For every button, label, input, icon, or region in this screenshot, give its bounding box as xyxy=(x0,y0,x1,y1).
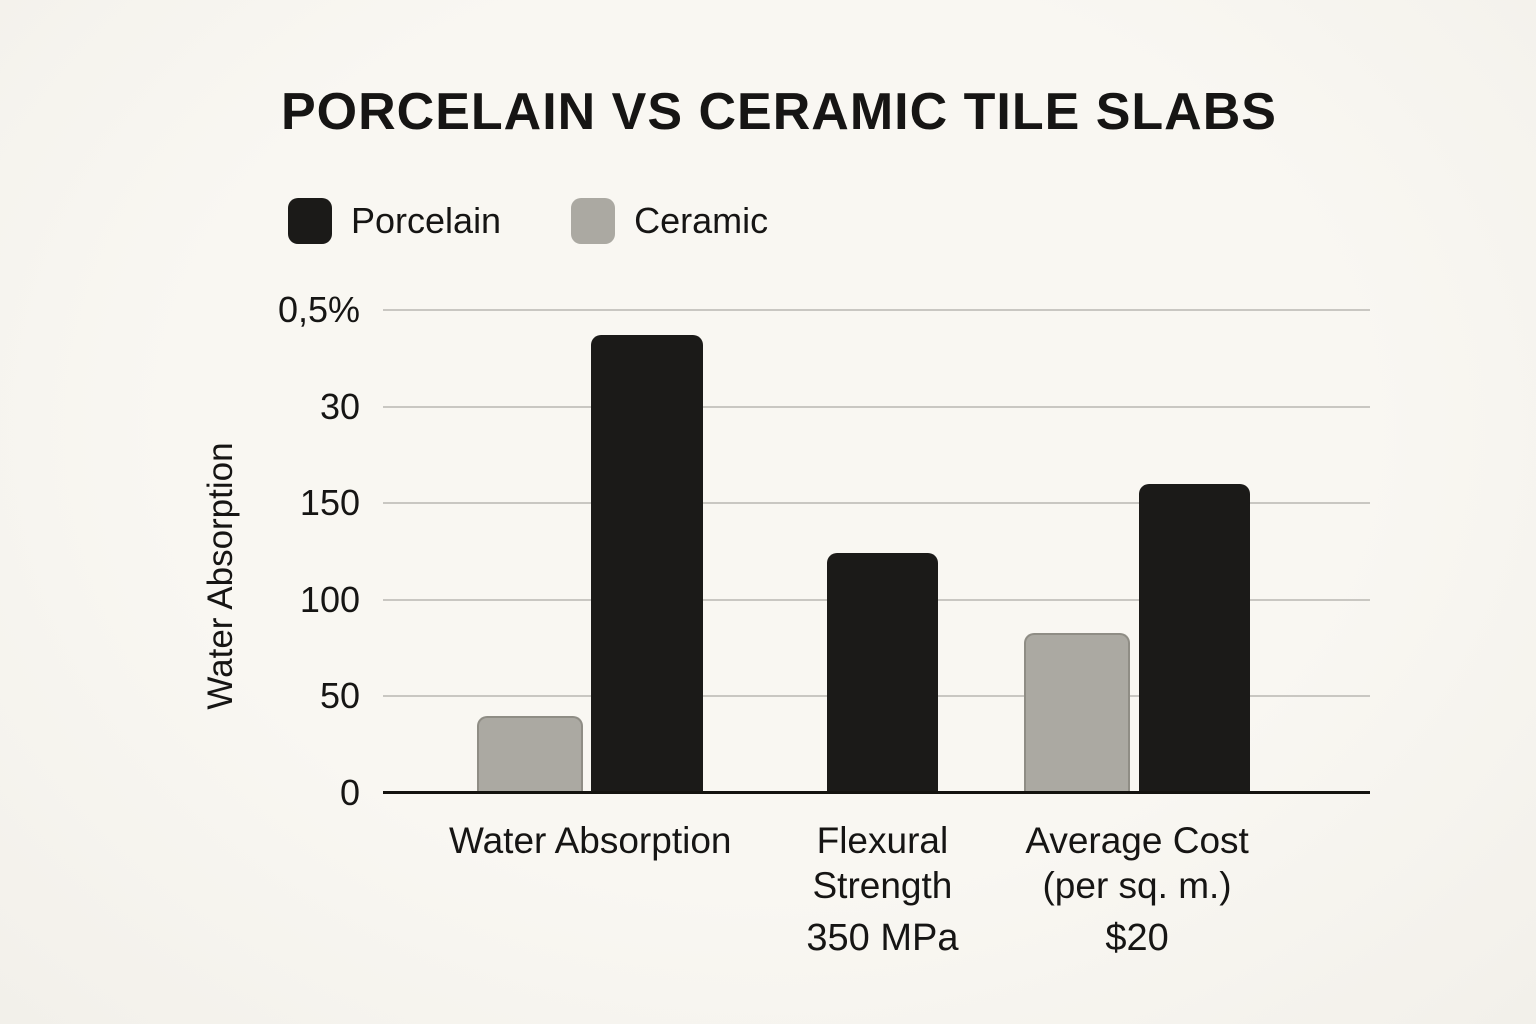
porcelain-swatch-icon xyxy=(288,198,332,244)
category-label-line: Strength xyxy=(812,865,953,906)
category-sub-value: $20 xyxy=(1105,917,1169,959)
category-label-line: Water Absorption xyxy=(449,820,732,861)
y-tick-30: 30 xyxy=(319,385,360,427)
y-tick-0: 0 xyxy=(339,772,360,813)
category-label-flexural-strength: Flexural Strength 350 MPa xyxy=(806,818,958,957)
legend-label-porcelain: Porcelain xyxy=(351,200,502,241)
gridline xyxy=(383,502,1370,505)
legend-label-ceramic: Ceramic xyxy=(634,200,769,241)
y-tick-100: 100 xyxy=(299,578,360,620)
legend: Porcelain Ceramic xyxy=(288,198,768,244)
ceramic-swatch-icon xyxy=(571,198,616,244)
bar-average-cost-per-sq-m-ceramic xyxy=(1023,632,1131,793)
legend-item-porcelain: Porcelain xyxy=(288,198,501,244)
bar-flexural-strength-porcelain xyxy=(827,553,938,793)
x-axis-baseline xyxy=(383,791,1370,794)
category-label-line: Average Cost xyxy=(1025,820,1249,861)
x-axis-labels: Water Absorption Flexural Strength 350 MPa A… xyxy=(383,818,1370,998)
chart-title: PORCELAIN VS CERAMIC TILE SLABS xyxy=(281,83,1277,141)
bar-water-absorption-ceramic xyxy=(476,715,584,793)
category-label-average-cost-per-sq-m: Average Cost (per sq. m.) $20 xyxy=(1025,818,1249,957)
category-label-water-absorption: Water Absorption xyxy=(449,818,731,863)
y-tick-150: 150 xyxy=(299,482,360,524)
category-sub-value: 350 MPa xyxy=(806,917,959,959)
gridline xyxy=(383,309,1370,311)
y-axis-title: Water Absorption xyxy=(201,442,240,710)
gridline xyxy=(383,405,1370,408)
bar-average-cost-per-sq-m-porcelain xyxy=(1139,483,1250,793)
y-tick-0-5: 0,5% xyxy=(277,289,360,330)
bar-water-absorption-porcelain xyxy=(591,335,703,793)
category-label-line: (per sq. m.) xyxy=(1042,865,1232,906)
legend-item-ceramic: Ceramic xyxy=(571,198,768,244)
plot-area: 0 50 100 150 30 0,5% xyxy=(278,292,1370,811)
y-tick-50: 50 xyxy=(319,675,360,717)
category-label-line: Flexural xyxy=(816,820,949,861)
